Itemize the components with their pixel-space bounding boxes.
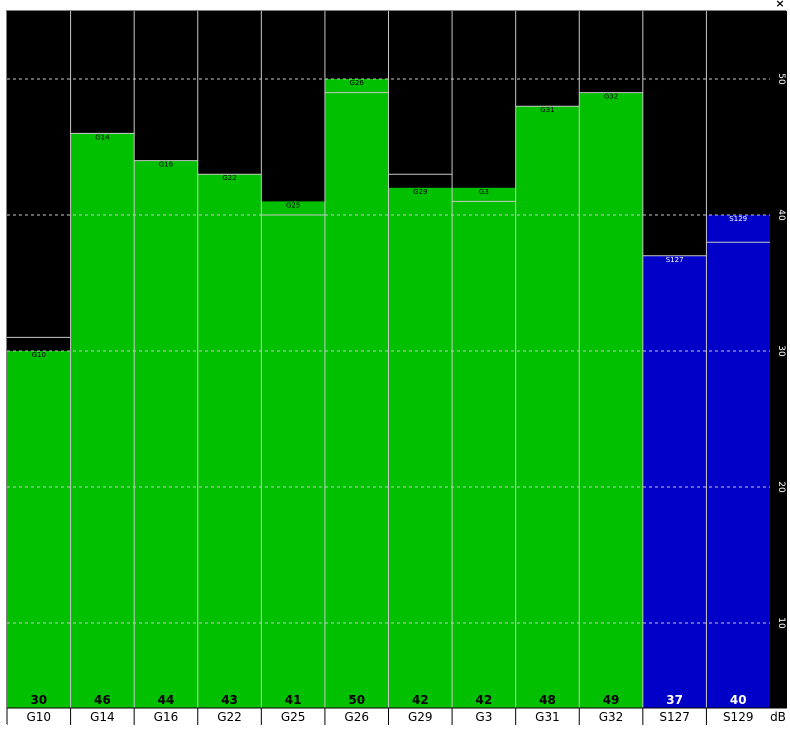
- category-label-g10: G10: [27, 710, 52, 724]
- value-cell-g29: [388, 691, 453, 708]
- category-label-g29: G29: [408, 710, 433, 724]
- y-tick-label-50: 50: [776, 73, 786, 85]
- bar-g3[interactable]: [452, 187, 516, 692]
- category-label-s127: S127: [659, 710, 690, 724]
- category-label-g25: G25: [281, 710, 306, 724]
- bar-g22[interactable]: [197, 174, 262, 691]
- bar-tag-g16: G16: [159, 161, 174, 169]
- bar-g26[interactable]: [324, 79, 389, 691]
- value-cell-g3: [452, 691, 516, 708]
- value-label-g25: 41: [285, 693, 302, 707]
- value-label-s129: 40: [730, 693, 747, 707]
- category-label-g26: G26: [344, 710, 369, 724]
- value-cell-g32: [579, 691, 643, 708]
- signal-strength-chart: G10 G14 G16 G22 G25 G26 G29 G3 G31 G32 S127 S129 30 4…: [6, 10, 787, 725]
- bar-g14[interactable]: [70, 133, 135, 691]
- bar-tag-g32: G32: [604, 93, 618, 101]
- bar-tag-s129: S129: [729, 215, 747, 223]
- bar-g31[interactable]: [515, 106, 580, 691]
- bar-g29[interactable]: [388, 187, 453, 692]
- category-label-g3: G3: [475, 710, 492, 724]
- y-tick-label-30: 30: [776, 345, 786, 357]
- value-label-g22: 43: [221, 693, 238, 707]
- value-cell-s129: [706, 691, 770, 708]
- category-label-g31: G31: [535, 710, 560, 724]
- value-cell-g10: [7, 691, 71, 708]
- value-label-g29: 42: [412, 693, 429, 707]
- value-label-g3: 42: [476, 693, 493, 707]
- value-cell-g25: [261, 691, 325, 708]
- value-cell-s127: [642, 691, 707, 708]
- bar-tag-g3: G3: [479, 188, 489, 196]
- category-axis-row: [7, 708, 787, 725]
- bar-s129[interactable]: [706, 215, 770, 691]
- bar-g16[interactable]: [134, 160, 198, 692]
- bar-tag-g26: G26: [350, 79, 365, 87]
- bar-tag-g31: G31: [540, 106, 554, 114]
- value-label-g14: 46: [94, 693, 111, 707]
- bar-tag-s127: S127: [666, 256, 684, 264]
- value-label-g26: 50: [348, 693, 365, 707]
- bar-chart-svg: G10 G14 G16 G22 G25 G26 G29 G3 G31 G32 S127 S129 30 4…: [7, 11, 787, 725]
- close-button[interactable]: ×: [775, 0, 785, 10]
- bar-tag-g14: G14: [95, 133, 110, 141]
- value-label-g31: 48: [539, 693, 556, 707]
- value-label-g32: 49: [603, 693, 620, 707]
- bar-g10[interactable]: [7, 351, 71, 691]
- bar-tag-g22: G22: [222, 174, 236, 182]
- value-label-g10: 30: [30, 693, 47, 707]
- y-tick-label-40: 40: [776, 209, 786, 221]
- category-label-g16: G16: [154, 710, 179, 724]
- value-label-s127: 37: [666, 693, 683, 707]
- bar-tag-g25: G25: [286, 201, 300, 209]
- bar-tag-g10: G10: [32, 351, 46, 359]
- value-cell-g31: [515, 691, 580, 708]
- value-label-g16: 44: [158, 693, 175, 707]
- value-cell-g22: [197, 691, 262, 708]
- value-cell-g16: [134, 691, 198, 708]
- bar-tag-g29: G29: [413, 188, 427, 196]
- y-tick-label-10: 10: [776, 617, 786, 629]
- bar-s127[interactable]: [642, 255, 707, 692]
- category-label-s129: S129: [723, 710, 754, 724]
- y-tick-label-20: 20: [776, 481, 786, 493]
- y-axis-unit-label: dB: [770, 710, 786, 724]
- value-cell-g26: [324, 691, 389, 708]
- value-cell-g14: [70, 691, 135, 708]
- category-label-g14: G14: [90, 710, 115, 724]
- bar-g25[interactable]: [261, 201, 325, 691]
- category-label-g32: G32: [599, 710, 624, 724]
- bar-g32[interactable]: [579, 92, 643, 692]
- category-label-g22: G22: [217, 710, 242, 724]
